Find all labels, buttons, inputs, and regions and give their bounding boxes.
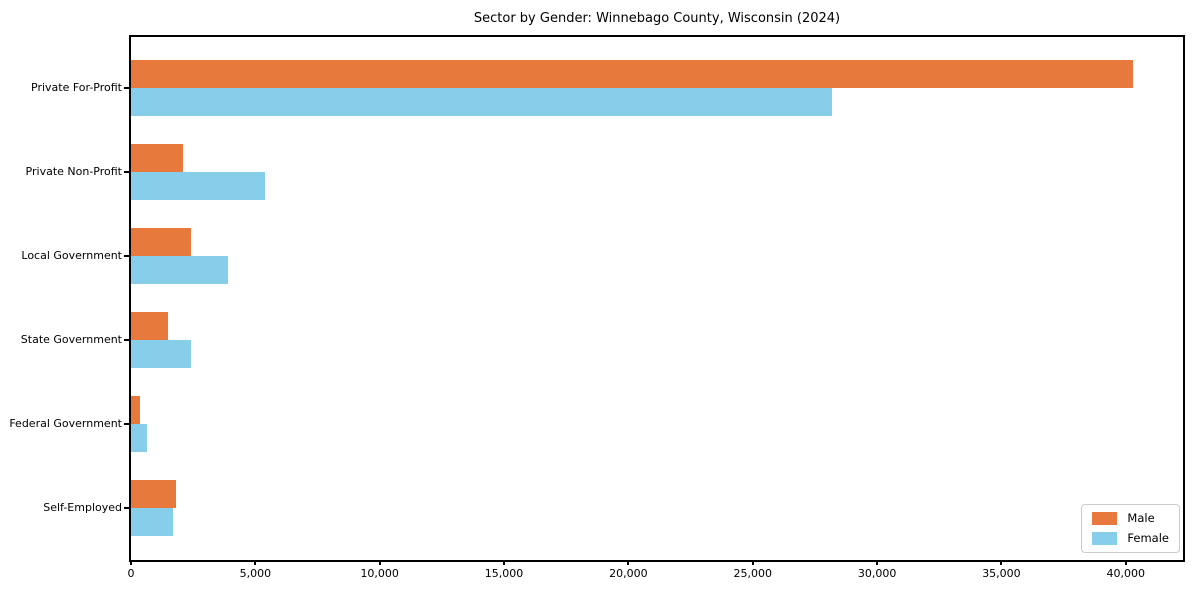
bar-female-4: [131, 340, 191, 368]
y-tick-mark: [124, 423, 129, 425]
bar-male-1: [131, 60, 1134, 88]
x-tick-mark: [1000, 560, 1003, 565]
y-tick-mark: [124, 507, 129, 509]
x-tick-label: 20,000: [609, 567, 648, 580]
y-tick-label: Self-Employed: [43, 501, 122, 514]
x-tick-label: 30,000: [857, 567, 897, 580]
male-swatch: [1092, 512, 1118, 525]
y-tick-mark: [124, 339, 129, 341]
x-tick-label: 0: [127, 567, 135, 580]
x-tick-mark: [503, 560, 506, 565]
y-tick-label: Private Non-Profit: [25, 165, 122, 178]
x-tick-label: 5,000: [239, 567, 272, 580]
legend-item-male: Male: [1092, 512, 1169, 525]
x-tick-mark: [627, 560, 630, 565]
y-tick-mark: [124, 87, 129, 89]
chart-title: Sector by Gender: Winnebago County, Wisc…: [473, 11, 841, 26]
bar-male-6: [131, 480, 176, 508]
y-tick-mark: [124, 171, 129, 173]
legend-item-female: Female: [1092, 532, 1169, 545]
bar-female-2: [131, 172, 266, 200]
bar-female-1: [131, 88, 833, 116]
x-tick-mark: [130, 560, 132, 565]
bar-male-5: [131, 396, 141, 424]
legend: Male Female: [1081, 504, 1180, 553]
x-tick-mark: [751, 560, 754, 565]
x-tick-label: 25,000: [733, 567, 772, 580]
bar-male-2: [131, 144, 184, 172]
x-tick-label: 15,000: [484, 567, 524, 580]
x-tick-mark: [876, 560, 879, 565]
x-tick-label: 35,000: [982, 567, 1021, 580]
bar-male-4: [131, 312, 169, 340]
bar-female-5: [131, 424, 148, 452]
y-tick-label: State Government: [20, 333, 122, 346]
x-tick-mark: [378, 560, 381, 565]
x-tick-mark: [254, 560, 257, 565]
y-tick-label: Local Government: [21, 249, 122, 262]
bar-female-3: [131, 256, 228, 284]
legend-label: Female: [1127, 531, 1169, 545]
y-tick-label: Federal Government: [9, 417, 122, 430]
plot-area: [129, 35, 1185, 562]
y-tick-label: Private For-Profit: [31, 81, 122, 94]
x-tick-label: 40,000: [1106, 567, 1146, 580]
legend-label: Male: [1127, 511, 1155, 525]
x-tick-label: 10,000: [360, 567, 399, 580]
y-tick-mark: [124, 255, 129, 257]
female-swatch: [1092, 532, 1118, 545]
bar-male-3: [131, 228, 191, 256]
bar-female-6: [131, 508, 174, 536]
x-tick-mark: [1124, 560, 1127, 565]
